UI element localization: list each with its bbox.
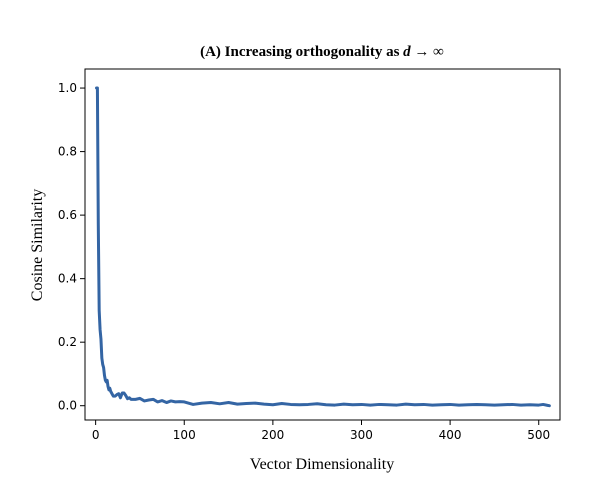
plot-area: 0 100 200 300 400 500 0.0 0.2 0.4 0.6 0.8 1.0 <box>58 68 561 442</box>
y-axis: 0.0 0.2 0.4 0.6 0.8 1.0 <box>58 81 85 413</box>
y-tick-label: 1.0 <box>58 81 77 95</box>
y-axis-label: Cosine Similarity <box>29 189 46 301</box>
chart-title: (A) Increasing orthogonality as d → ∞ <box>200 44 444 60</box>
chart-title-variable: d <box>403 44 411 60</box>
y-tick-label: 0.2 <box>58 335 77 349</box>
x-tick-label: 200 <box>261 428 284 442</box>
y-tick-label: 0.4 <box>58 272 77 286</box>
x-tick-label: 100 <box>173 428 196 442</box>
x-tick-label: 500 <box>527 428 550 442</box>
x-axis-label: Vector Dimensionality <box>250 456 394 473</box>
series-line <box>95 86 551 408</box>
chart-title-prefix: (A) Increasing orthogonality as <box>200 44 399 60</box>
y-tick-label: 0.0 <box>58 399 77 413</box>
x-tick-label: 400 <box>439 428 462 442</box>
x-tick-label: 300 <box>350 428 373 442</box>
chart-title-suffix: → ∞ <box>414 44 444 60</box>
y-tick-label: 0.6 <box>58 208 77 222</box>
x-axis: 0 100 200 300 400 500 <box>92 420 550 442</box>
x-tick-label: 0 <box>92 428 100 442</box>
y-tick-label: 0.8 <box>58 145 77 159</box>
plot-frame <box>84 68 561 421</box>
